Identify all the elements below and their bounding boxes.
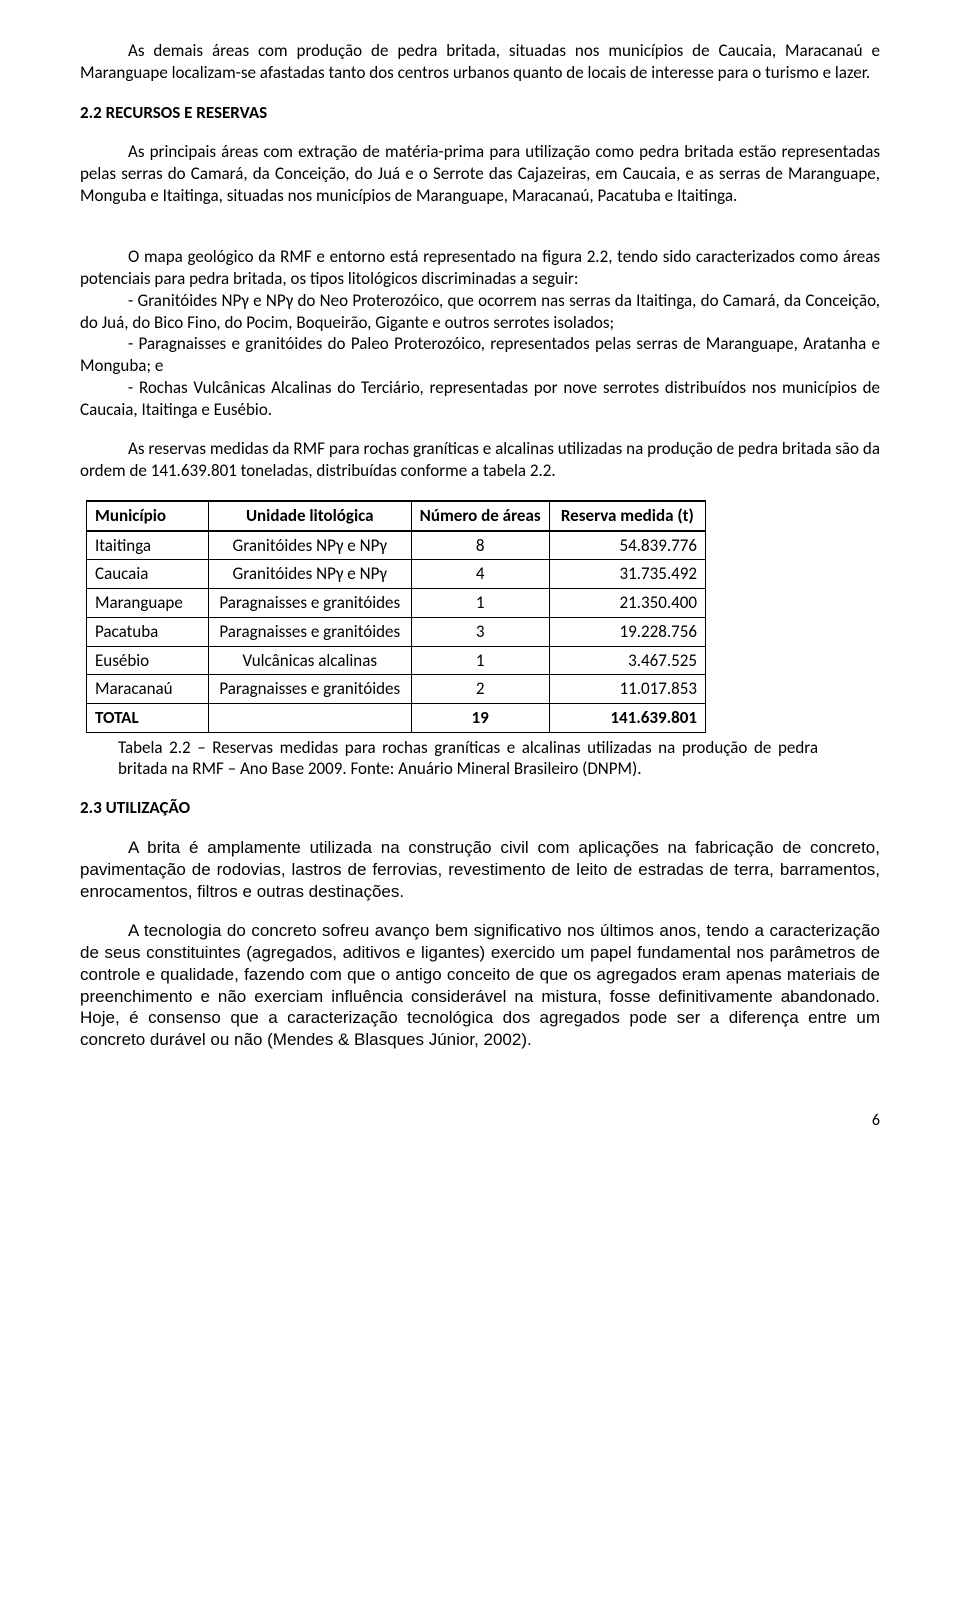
paragraph-reservas: As reservas medidas da RMF para rochas g…: [80, 438, 880, 482]
paragraph-intro: As demais áreas com produção de pedra br…: [80, 40, 880, 84]
paragraph-mapa-block: O mapa geológico da RMF e entorno está r…: [80, 225, 880, 421]
table-row: Maranguape Paragnaisses e granitóides 1 …: [87, 589, 706, 618]
page-number: 6: [80, 1111, 880, 1131]
th-numareas: Número de áreas: [411, 501, 549, 531]
table-caption: Tabela 2.2 – Reservas medidas para rocha…: [118, 737, 818, 780]
td-num: 2: [411, 675, 549, 704]
td-num: 8: [411, 531, 549, 560]
td-municipio: Pacatuba: [87, 617, 209, 646]
td-municipio: Caucaia: [87, 560, 209, 589]
td-unidade: Paragnaisses e granitóides: [208, 617, 411, 646]
paragraph-mapa-intro: O mapa geológico da RMF e entorno está r…: [80, 246, 880, 290]
list-item-vulcanicas: - Rochas Vulcânicas Alcalinas do Terciár…: [80, 377, 880, 421]
td-reserva: 11.017.853: [549, 675, 705, 704]
list-item-granitoides: - Granitóides NPγ e NPγ do Neo Proterozó…: [80, 290, 880, 334]
td-num: 4: [411, 560, 549, 589]
td-municipio: Eusébio: [87, 646, 209, 675]
td-total-num: 19: [411, 704, 549, 733]
td-unidade: Granitóides NPγ e NPγ: [208, 531, 411, 560]
th-reserva: Reserva medida (t): [549, 501, 705, 531]
td-municipio: Itaitinga: [87, 531, 209, 560]
td-reserva: 3.467.525: [549, 646, 705, 675]
td-unidade: Paragnaisses e granitóides: [208, 675, 411, 704]
document-page: As demais áreas com produção de pedra br…: [0, 0, 960, 1171]
td-total-reserva: 141.639.801: [549, 704, 705, 733]
td-num: 1: [411, 589, 549, 618]
table-row: Caucaia Granitóides NPγ e NPγ 4 31.735.4…: [87, 560, 706, 589]
list-item-paragnaisses: - Paragnaisses e granitóides do Paleo Pr…: [80, 333, 880, 377]
td-unidade: Vulcânicas alcalinas: [208, 646, 411, 675]
td-total-label: TOTAL: [87, 704, 209, 733]
td-unidade: Granitóides NPγ e NPγ: [208, 560, 411, 589]
heading-recursos: 2.2 RECURSOS E RESERVAS: [80, 102, 880, 124]
td-reserva: 19.228.756: [549, 617, 705, 646]
table-total-row: TOTAL 19 141.639.801: [87, 704, 706, 733]
td-total-blank: [208, 704, 411, 733]
table-body: Itaitinga Granitóides NPγ e NPγ 8 54.839…: [87, 531, 706, 733]
heading-utilizacao: 2.3 UTILIZAÇÃO: [80, 797, 880, 819]
table-row: Maracanaú Paragnaisses e granitóides 2 1…: [87, 675, 706, 704]
paragraph-tecnologia: A tecnologia do concreto sofreu avanço b…: [80, 920, 880, 1051]
table-header-row: Município Unidade litológica Número de á…: [87, 501, 706, 531]
td-reserva: 31.735.492: [549, 560, 705, 589]
reservas-table: Município Unidade litológica Número de á…: [86, 500, 706, 733]
td-num: 3: [411, 617, 549, 646]
td-municipio: Maranguape: [87, 589, 209, 618]
th-unidade: Unidade litológica: [208, 501, 411, 531]
table-row: Pacatuba Paragnaisses e granitóides 3 19…: [87, 617, 706, 646]
paragraph-brita: A brita é amplamente utilizada na constr…: [80, 837, 880, 902]
td-municipio: Maracanaú: [87, 675, 209, 704]
td-num: 1: [411, 646, 549, 675]
paragraph-areas: As principais áreas com extração de maté…: [80, 141, 880, 206]
table-row: Eusébio Vulcânicas alcalinas 1 3.467.525: [87, 646, 706, 675]
td-reserva: 21.350.400: [549, 589, 705, 618]
td-reserva: 54.839.776: [549, 531, 705, 560]
table-row: Itaitinga Granitóides NPγ e NPγ 8 54.839…: [87, 531, 706, 560]
td-unidade: Paragnaisses e granitóides: [208, 589, 411, 618]
th-municipio: Município: [87, 501, 209, 531]
